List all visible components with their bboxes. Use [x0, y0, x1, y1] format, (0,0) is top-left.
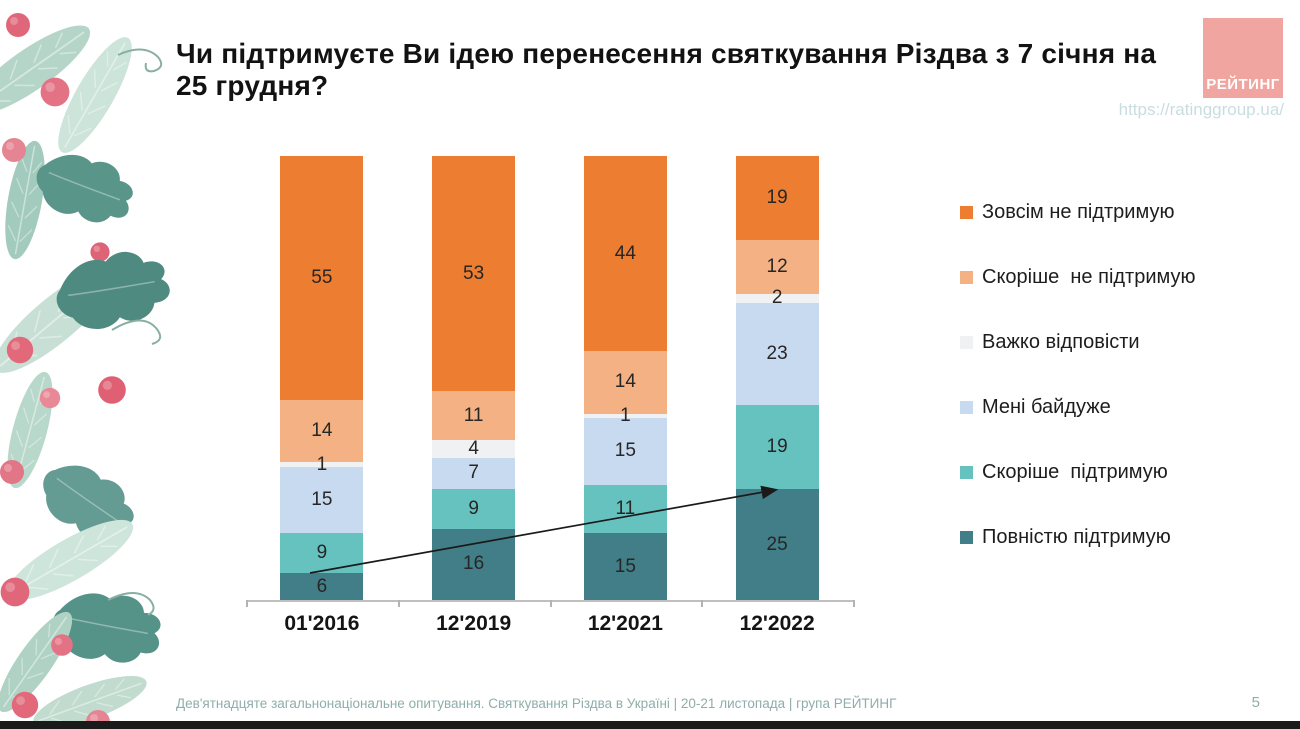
footer-caption: Дев'ятнадцяте загальнонаціональне опитув…: [176, 696, 897, 711]
x-axis-tick: [853, 600, 855, 607]
bar-segment: [432, 156, 516, 392]
legend-swatch-icon: [960, 206, 973, 219]
legend-item: Зовсім не підтримую: [960, 180, 1196, 245]
bar-segment: [583, 413, 667, 418]
segment-value-label: 9: [316, 542, 328, 564]
source-url[interactable]: https://ratinggroup.ua/: [1118, 100, 1284, 119]
bar-segment: [280, 400, 364, 463]
segment-value-label: 1: [316, 453, 328, 475]
legend-item: Повністю підтримую: [960, 505, 1196, 570]
legend-item: Скоріше не підтримую: [960, 245, 1196, 310]
bar-segment: [735, 404, 819, 489]
bar-segment: [735, 302, 819, 405]
segment-value-label: 15: [614, 555, 636, 577]
bottom-edge-bar: [0, 721, 1300, 729]
x-axis-tick: [246, 600, 248, 607]
segment-value-label: 44: [614, 242, 636, 264]
x-axis-tick: [701, 600, 704, 607]
segment-value-label: 25: [766, 533, 788, 555]
legend-item: Важко відповісти: [960, 310, 1196, 375]
segment-value-label: 23: [766, 342, 788, 364]
bar-segment: [583, 417, 667, 485]
x-axis-tick: [397, 600, 400, 607]
bar-segment: [432, 391, 516, 441]
segment-value-label: 16: [463, 553, 485, 575]
legend-swatch-icon: [960, 466, 973, 479]
segment-value-label: 7: [468, 462, 479, 484]
page-title: Чи підтримуєте Ви ідею перенесення святк…: [176, 38, 1157, 101]
x-axis-tick: [549, 600, 552, 607]
segment-value-label: 19: [766, 435, 788, 457]
bar-segment: [280, 462, 364, 467]
bar-segment: [432, 440, 516, 458]
segment-value-label: 55: [311, 267, 333, 289]
segment-value-label: 9: [468, 497, 479, 519]
segment-value-label: 15: [614, 440, 636, 462]
bar-segment: [735, 240, 819, 294]
bar-segment: [583, 351, 667, 414]
segment-value-label: 4: [468, 438, 479, 460]
page-number: 5: [1251, 694, 1260, 711]
bar-segment: [735, 156, 819, 241]
legend-label: Важко відповісти: [982, 331, 1140, 353]
legend-swatch-icon: [960, 271, 973, 284]
legend-swatch-icon: [960, 531, 973, 544]
legend-swatch-icon: [960, 336, 973, 349]
chart-legend: Зовсім не підтримую Скоріше не підтримую В…: [960, 180, 1196, 570]
legend-label: Зовсім не підтримую: [982, 201, 1175, 223]
christmas-decoration-illustration: [0, 11, 170, 729]
x-axis-category-label: 12'2019: [436, 612, 512, 635]
x-axis-category-label: 12'2021: [587, 612, 663, 635]
segment-value-label: 14: [311, 420, 333, 442]
legend-item: Мені байдуже: [960, 375, 1196, 440]
bar-segment: [432, 457, 516, 489]
logo-text: РЕЙТИНГ: [1206, 76, 1280, 93]
segment-value-label: 12: [766, 256, 788, 277]
x-axis-category-label: 12'2022: [739, 612, 815, 635]
bar-segment: [583, 156, 667, 352]
segment-value-label: 11: [463, 404, 484, 426]
x-axis-category-label: 01'2016: [284, 612, 360, 635]
segment-value-label: 2: [771, 287, 783, 309]
legend-item: Скоріше підтримую: [960, 440, 1196, 505]
bar-segment: [280, 156, 364, 401]
segment-value-label: 53: [463, 262, 485, 284]
legend-label: Скоріше не підтримую: [982, 266, 1196, 288]
segment-value-label: 19: [766, 187, 788, 209]
bar-segment: [280, 573, 364, 600]
segment-value-label: 15: [311, 489, 333, 511]
legend-label: Скоріше підтримую: [982, 461, 1168, 483]
rating-group-logo: РЕЙТИНГ: [1203, 18, 1283, 98]
segment-value-label: 14: [614, 371, 636, 393]
legend-swatch-icon: [960, 401, 973, 414]
segment-value-label: 1: [620, 404, 631, 426]
segment-value-label: 6: [316, 575, 328, 597]
legend-label: Повністю підтримую: [982, 526, 1171, 548]
bar-segment: [735, 293, 819, 303]
legend-label: Мені байдуже: [982, 396, 1111, 418]
segment-value-label: 11: [615, 497, 636, 519]
